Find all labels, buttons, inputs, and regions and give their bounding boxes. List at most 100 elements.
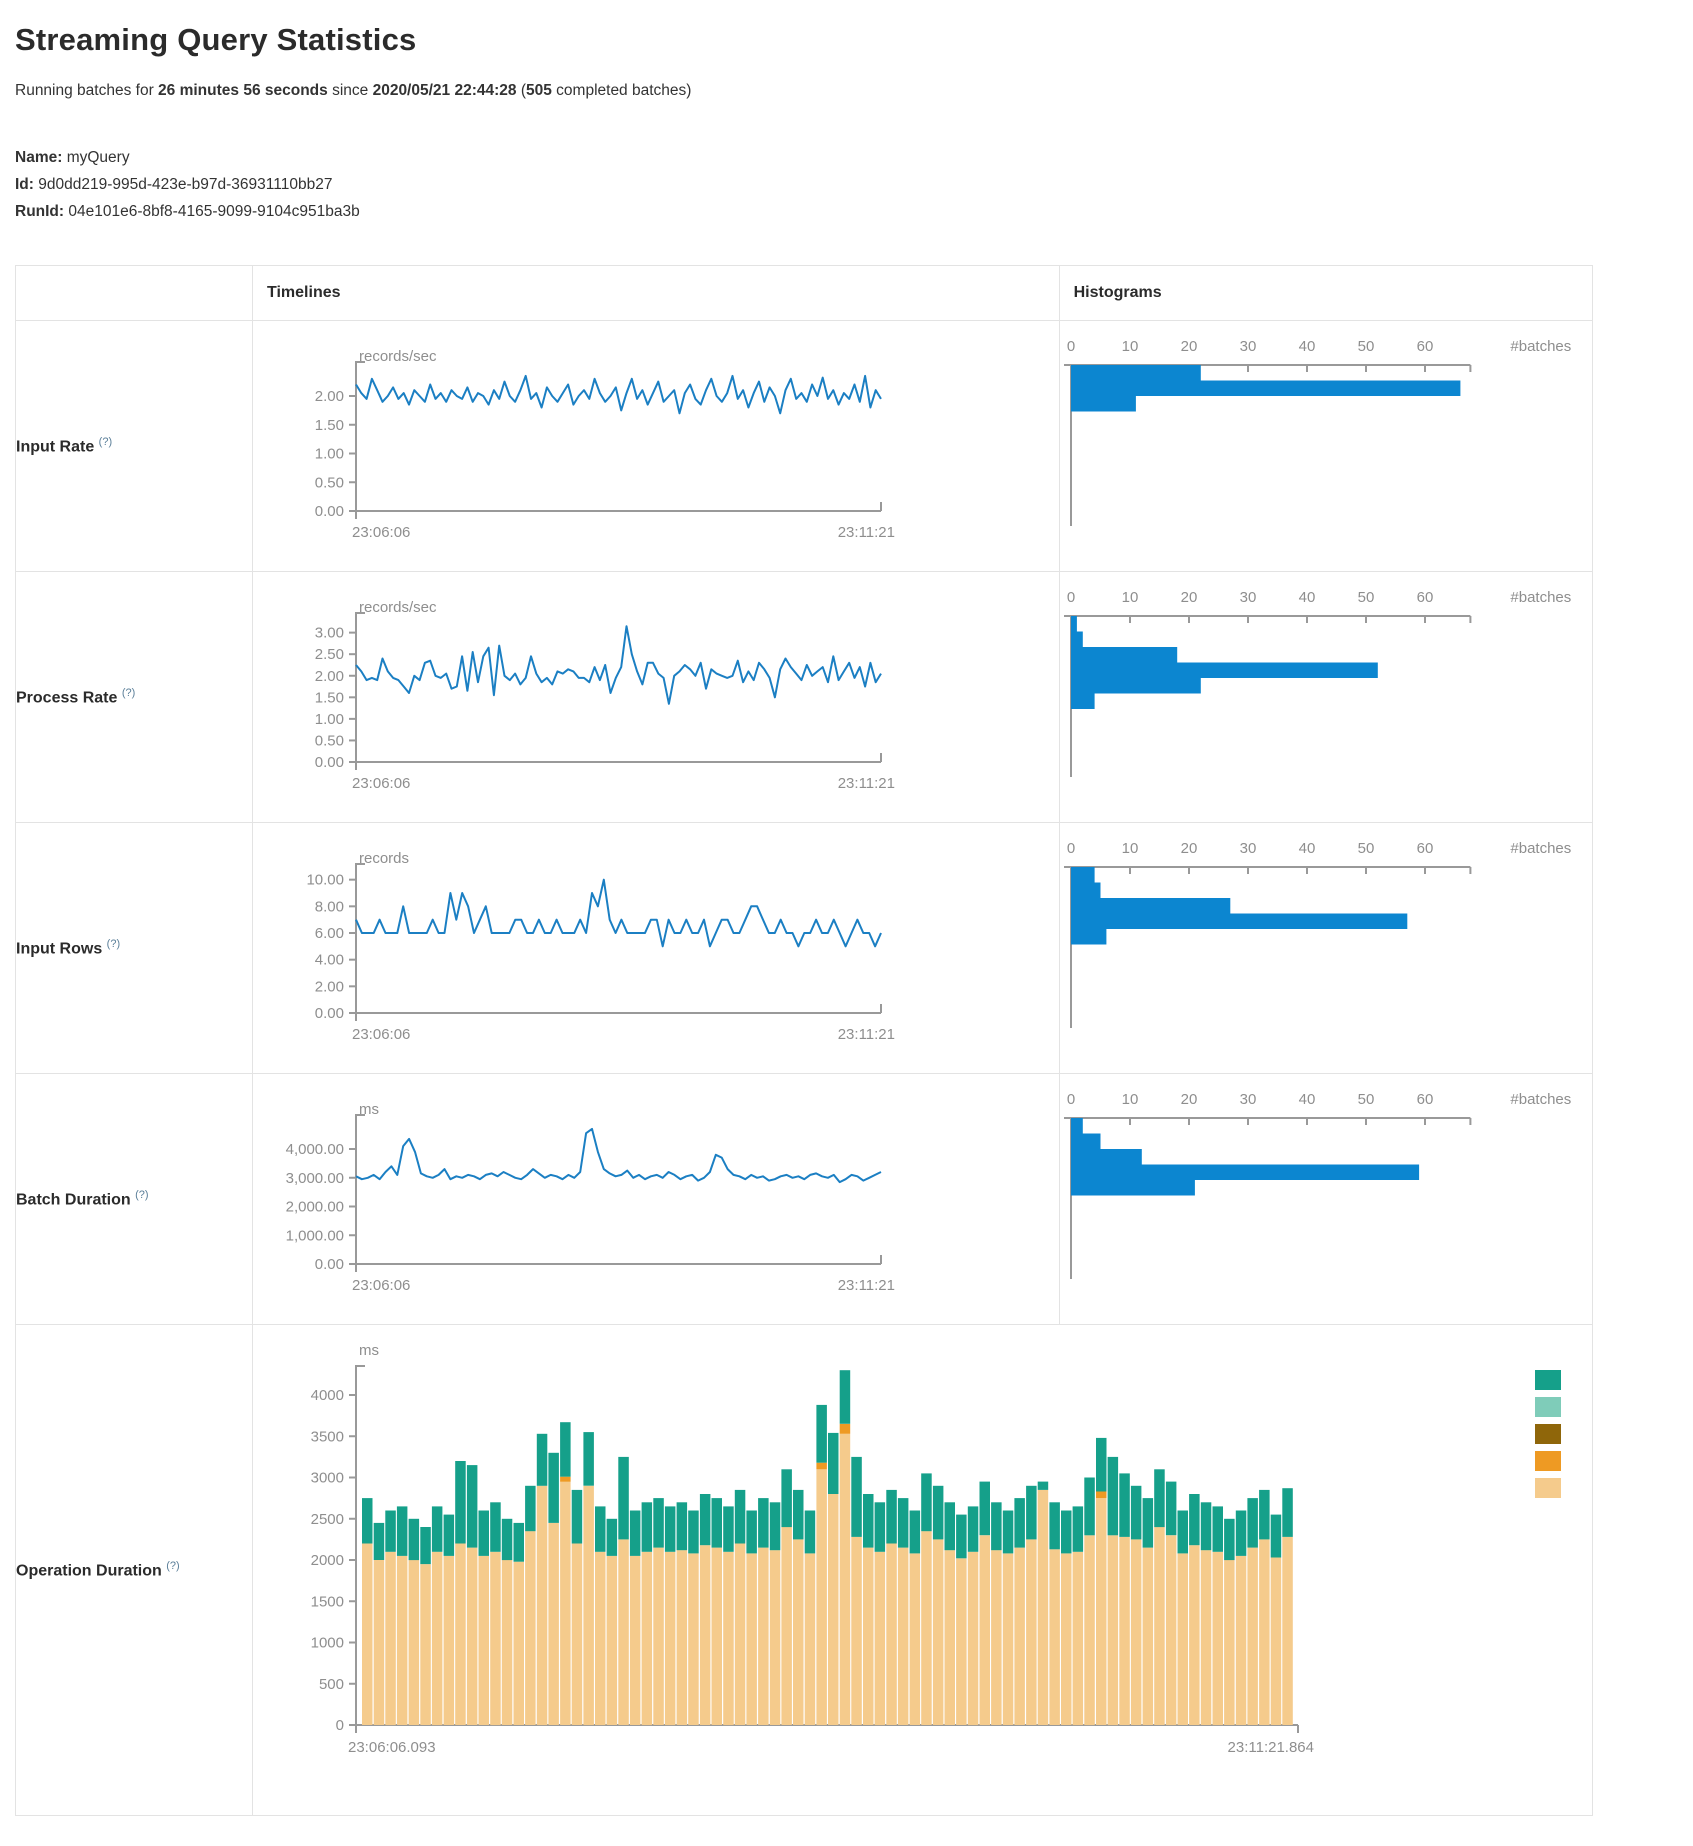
svg-text:23:06:06: 23:06:06 — [352, 524, 410, 541]
svg-text:1500: 1500 — [311, 1593, 344, 1610]
id-value: 9d0dd219-995d-423e-b97d-36931110bb27 — [38, 176, 333, 193]
process-rate-timeline-chart: records/sec 3.00 2.50 2.00 1.50 1.00 0.50 0.00 2… — [315, 599, 895, 792]
svg-text:0.50: 0.50 — [315, 474, 344, 491]
svg-text:40: 40 — [1298, 338, 1315, 355]
svg-text:20: 20 — [1180, 1091, 1197, 1108]
svg-text:0: 0 — [1066, 840, 1074, 857]
svg-text:3500: 3500 — [311, 1428, 344, 1445]
input-rate-timeline-chart: records/sec 2.00 1.50 1.00 0.50 0.00 23:06:06 2… — [315, 348, 895, 541]
svg-text:23:06:06: 23:06:06 — [352, 1277, 410, 1294]
svg-text:#batches: #batches — [1510, 840, 1571, 857]
running-prefix: Running batches for — [15, 82, 159, 99]
query-runid-line: RunId: 04e101e6-8bf8-4165-9099-9104c951b… — [15, 198, 1693, 225]
svg-text:0.00: 0.00 — [315, 1005, 344, 1022]
legend-swatch-5[interactable] — [1535, 1478, 1561, 1498]
svg-text:ms: ms — [359, 1342, 379, 1359]
svg-text:0.00: 0.00 — [315, 754, 344, 771]
svg-text:20: 20 — [1180, 338, 1197, 355]
batch-duration-label: Batch Duration — [16, 1191, 131, 1209]
name-label: Name: — [15, 149, 63, 166]
svg-text:#batches: #batches — [1510, 1091, 1571, 1108]
svg-text:1.50: 1.50 — [315, 689, 344, 706]
input-rows-histogram-chart: 0 10 20 30 40 50 60 #batches — [1063, 840, 1571, 1028]
input-rate-timeline-cell: records/sec 2.00 1.50 1.00 0.50 0.00 23:06:06 2… — [252, 320, 1060, 572]
table-row-input-rows: Input Rows (?) records 10.00 8.00 6.00 4.00 2… — [15, 822, 1594, 1074]
svg-text:30: 30 — [1239, 840, 1256, 857]
input-rows-help-icon[interactable]: (?) — [106, 937, 121, 950]
svg-text:60: 60 — [1416, 589, 1433, 606]
running-summary: Running batches for 26 minutes 56 second… — [15, 82, 1693, 100]
batches-suffix: completed batches) — [551, 82, 692, 99]
batch-duration-timeline-cell: ms 4,000.00 3,000.00 2,000.00 1,000.00 0.00 23… — [252, 1073, 1060, 1325]
batch-duration-histogram-cell: 0 10 20 30 40 50 60 #batches — [1058, 1073, 1594, 1325]
svg-text:1,000.00: 1,000.00 — [286, 1227, 344, 1244]
legend-swatch-1[interactable] — [1535, 1370, 1561, 1390]
svg-text:3000: 3000 — [311, 1470, 344, 1487]
query-name-line: Name: myQuery — [15, 144, 1693, 171]
svg-text:20: 20 — [1180, 589, 1197, 606]
batches-open-paren: ( — [516, 82, 526, 99]
svg-text:4.00: 4.00 — [315, 952, 344, 969]
batch-duration-help-icon[interactable]: (?) — [135, 1188, 149, 1201]
process-rate-histogram-cell: 0 10 20 30 40 50 60 #batches — [1058, 571, 1594, 823]
svg-text:8.00: 8.00 — [315, 898, 344, 915]
table-row-process-rate: Process Rate (?) records/sec 3.00 2.50 2.00… — [15, 571, 1594, 823]
svg-text:6.00: 6.00 — [315, 925, 344, 942]
process-rate-label: Process Rate — [16, 689, 118, 707]
svg-text:23:11:21: 23:11:21 — [838, 524, 895, 541]
svg-text:23:11:21.864: 23:11:21.864 — [1228, 1739, 1314, 1756]
completed-batches-count: 505 — [525, 82, 552, 99]
input-rate-histogram-chart: 0 10 20 30 40 50 60 #batches — [1063, 338, 1571, 526]
svg-text:4000: 4000 — [311, 1387, 344, 1404]
svg-text:0.00: 0.00 — [315, 503, 344, 520]
operation-duration-stacked-chart: ms 4000 3500 3000 2500 2000 1500 1000 500 023:06:… — [311, 1342, 1561, 1756]
legend-swatch-2[interactable] — [1535, 1397, 1561, 1417]
svg-text:2500: 2500 — [311, 1511, 344, 1528]
svg-text:#batches: #batches — [1510, 338, 1571, 355]
svg-text:10: 10 — [1121, 1091, 1138, 1108]
svg-text:50: 50 — [1357, 338, 1374, 355]
svg-text:3,000.00: 3,000.00 — [286, 1170, 344, 1187]
header-timelines: Timelines — [252, 265, 1060, 321]
operation-duration-label: Operation Duration — [16, 1562, 162, 1580]
running-since: since — [327, 82, 373, 99]
header-histograms: Histograms — [1058, 265, 1594, 321]
runid-value: 04e101e6-8bf8-4165-9099-9104c951ba3b — [68, 203, 360, 220]
batch-duration-histogram-chart: 0 10 20 30 40 50 60 #batches — [1063, 1091, 1571, 1279]
svg-text:20: 20 — [1180, 840, 1197, 857]
legend-swatch-3[interactable] — [1535, 1424, 1561, 1444]
table-row-input-rate: Input Rate (?) records/sec 2.00 1.50 1.00 0.… — [15, 320, 1594, 572]
table-row-operation-duration: Operation Duration (?) ms 4000 3500 3000 250… — [15, 1324, 1593, 1816]
svg-text:23:06:06.093: 23:06:06.093 — [348, 1739, 436, 1756]
input-rate-help-icon[interactable]: (?) — [98, 435, 113, 448]
svg-text:50: 50 — [1357, 589, 1374, 606]
svg-text:10: 10 — [1121, 589, 1138, 606]
operation-duration-help-icon[interactable]: (?) — [166, 1559, 180, 1572]
legend-swatch-4[interactable] — [1535, 1451, 1561, 1471]
batch-duration-timeline-chart: ms 4,000.00 3,000.00 2,000.00 1,000.00 0.00 23… — [286, 1101, 895, 1294]
statistics-table: Timelines Histograms Input Rate (?) reco… — [15, 265, 1594, 1816]
svg-text:1.50: 1.50 — [315, 417, 344, 434]
process-rate-help-icon[interactable]: (?) — [121, 686, 136, 699]
svg-text:2.00: 2.00 — [315, 978, 344, 995]
svg-text:#batches: #batches — [1510, 589, 1571, 606]
svg-text:2,000.00: 2,000.00 — [286, 1199, 344, 1216]
runid-label: RunId: — [15, 203, 65, 220]
running-duration: 26 minutes 56 seconds — [158, 82, 328, 99]
svg-text:0.00: 0.00 — [315, 1256, 344, 1273]
svg-text:10.00: 10.00 — [306, 872, 344, 889]
start-time: 2020/05/21 22:44:28 — [372, 82, 517, 99]
svg-text:1.00: 1.00 — [315, 446, 344, 463]
svg-text:2000: 2000 — [311, 1552, 344, 1569]
input-rate-histogram-cell: 0 10 20 30 40 50 60 #batches — [1058, 320, 1594, 572]
svg-text:60: 60 — [1416, 338, 1433, 355]
svg-text:0: 0 — [1066, 589, 1074, 606]
svg-text:60: 60 — [1416, 1091, 1433, 1108]
process-rate-timeline-cell: records/sec 3.00 2.50 2.00 1.50 1.00 0.50 0.00 2… — [252, 571, 1060, 823]
input-rate-label: Input Rate — [16, 438, 95, 456]
svg-text:30: 30 — [1239, 1091, 1256, 1108]
svg-text:40: 40 — [1298, 840, 1315, 857]
svg-text:23:11:21: 23:11:21 — [838, 1277, 895, 1294]
input-rows-histogram-cell: 0 10 20 30 40 50 60 #batches — [1058, 822, 1594, 1074]
